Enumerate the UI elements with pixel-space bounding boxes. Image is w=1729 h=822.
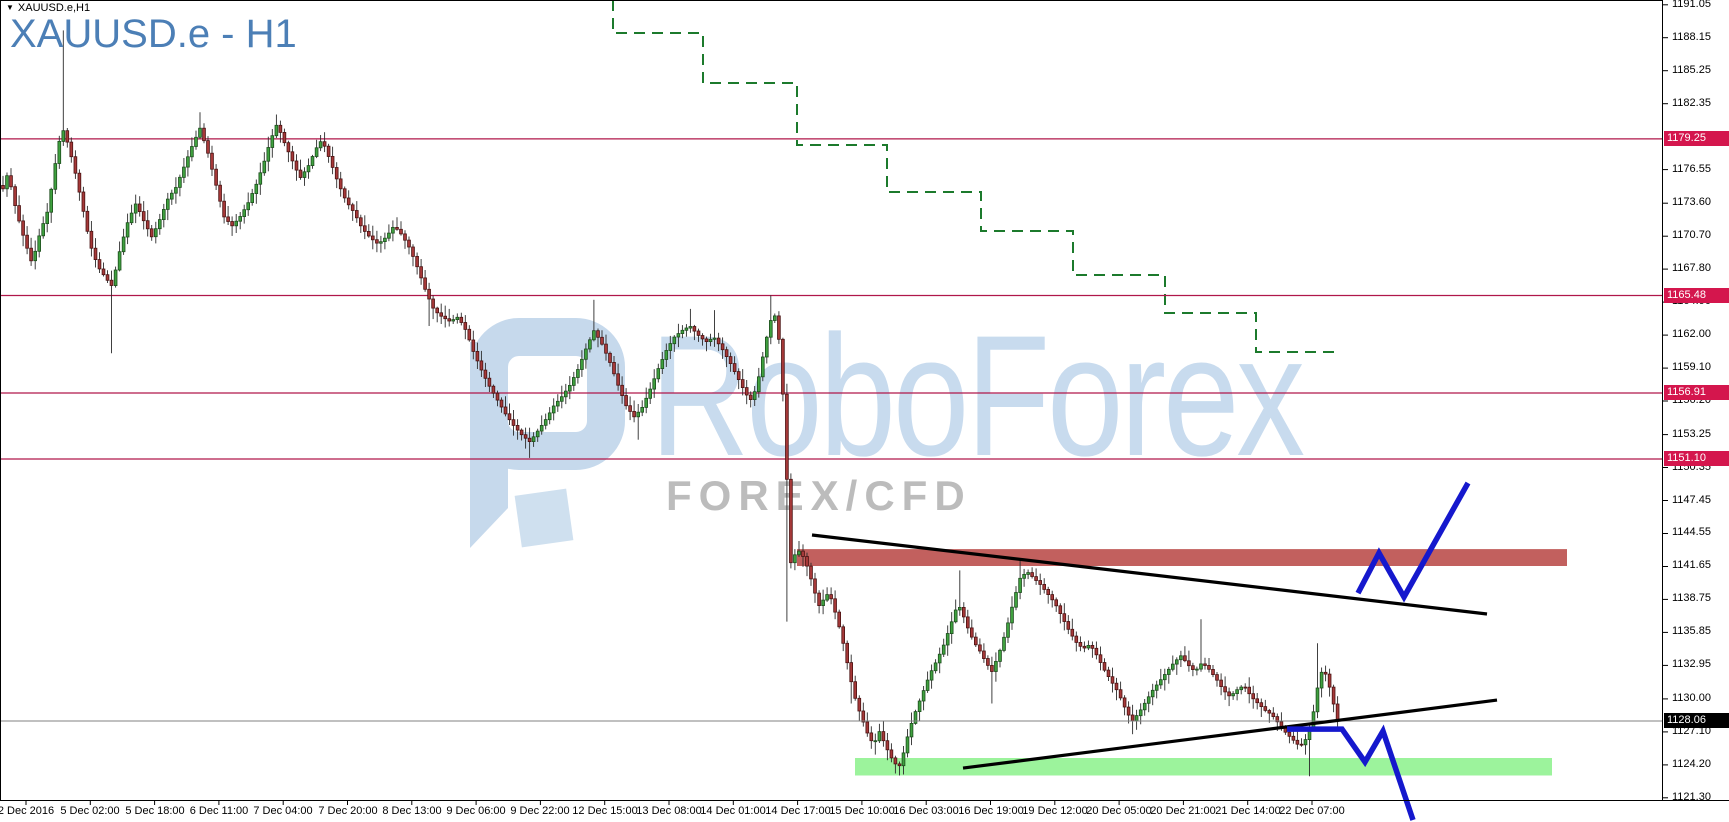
price-tick-label: 1124.20: [1672, 758, 1711, 770]
price-level-label: 1156.91: [1664, 385, 1729, 400]
price-tick-label: 1173.60: [1672, 196, 1711, 208]
price-tick-label: 1188.15: [1672, 31, 1711, 43]
time-tick-label: 8 Dec 13:00: [382, 805, 442, 817]
price-tick-label: 1144.55: [1672, 526, 1711, 538]
projection-arrow-up[interactable]: [1355, 481, 1471, 603]
price-tick-label: 1176.55: [1672, 163, 1711, 175]
time-tick-label: 20 Dec 05:00: [1086, 805, 1152, 817]
price-tick-label: 1147.45: [1672, 494, 1711, 506]
time-tick-label: 14 Dec 01:00: [700, 805, 766, 817]
time-tick-label: 22 Dec 07:00: [1279, 805, 1345, 817]
price-tick-label: 1121.30: [1672, 791, 1711, 803]
time-tick-label: 7 Dec 04:00: [253, 805, 313, 817]
projection-arrow-down[interactable]: [1287, 724, 1416, 821]
price-tick-label: 1162.00: [1672, 328, 1711, 340]
time-axis[interactable]: 2 Dec 2016 5 Dec 02:00 5 Dec 18:00 6 Dec 11…: [0, 800, 1729, 822]
time-tick-label: 13 Dec 08:00: [636, 805, 702, 817]
current-price-label: 1128.06: [1664, 713, 1729, 728]
time-tick-label: 12 Dec 15:00: [572, 805, 638, 817]
resistance-zone[interactable]: [797, 549, 1567, 566]
time-tick-label: 15 Dec 10:00: [829, 805, 895, 817]
price-tick-label: 1132.95: [1672, 658, 1711, 670]
price-axis[interactable]: 1191.05 1188.15 1185.25 1182.35 1176.55 1173.…: [1662, 0, 1729, 803]
price-tick-label: 1167.80: [1672, 262, 1711, 274]
time-tick-label: 21 Dec 14:00: [1215, 805, 1281, 817]
time-tick-label: 16 Dec 19:00: [958, 805, 1024, 817]
price-tick-label: 1170.70: [1672, 229, 1711, 241]
time-tick-label: 5 Dec 02:00: [60, 805, 120, 817]
dropdown-arrow-icon: ▼: [6, 3, 14, 12]
time-tick-label: 14 Dec 17:00: [765, 805, 831, 817]
time-tick-label: 6 Dec 11:00: [189, 805, 249, 817]
price-tick-label: 1191.05: [1672, 0, 1711, 10]
price-tick-label: 1135.85: [1672, 625, 1711, 637]
price-level-label: 1165.48: [1664, 288, 1729, 303]
price-tick-label: 1159.10: [1672, 361, 1711, 373]
chart-title: XAUUSD.e - H1: [10, 12, 297, 56]
time-tick-label: 19 Dec 12:00: [1022, 805, 1088, 817]
time-tick-label: 5 Dec 18:00: [125, 805, 185, 817]
time-tick-label: 7 Dec 20:00: [318, 805, 378, 817]
candles: [1, 30, 1340, 777]
price-tick-label: 1182.35: [1672, 97, 1711, 109]
price-tick-label: 1153.25: [1672, 428, 1711, 440]
price-tick-label: 1138.75: [1672, 592, 1711, 604]
price-tick-label: 1130.00: [1672, 692, 1711, 704]
time-tick-label: 9 Dec 22:00: [510, 805, 570, 817]
upper-trendline[interactable]: [811, 533, 1488, 616]
time-tick-label: 20 Dec 21:00: [1150, 805, 1216, 817]
price-tick-label: 1185.25: [1672, 64, 1711, 76]
time-tick-label: 9 Dec 06:00: [446, 805, 506, 817]
zigzag-step-indicator[interactable]: [612, 0, 1340, 353]
price-tick-label: 1127.10: [1672, 725, 1711, 737]
time-tick-label: 2 Dec 2016: [0, 805, 55, 817]
symbol-chip-label: XAUUSD.e,H1: [17, 2, 91, 14]
price-level-label: 1151.10: [1664, 451, 1729, 466]
support-zone[interactable]: [855, 758, 1552, 776]
symbol-selector[interactable]: ▼ XAUUSD.e,H1: [6, 2, 90, 14]
price-level-label: 1179.25: [1664, 131, 1729, 146]
watermark-subtitle-text: FOREX/CFD: [666, 472, 972, 519]
price-tick-label: 1141.65: [1672, 559, 1711, 571]
lower-trendline[interactable]: [962, 698, 1498, 770]
time-tick-label: 16 Dec 03:00: [893, 805, 959, 817]
